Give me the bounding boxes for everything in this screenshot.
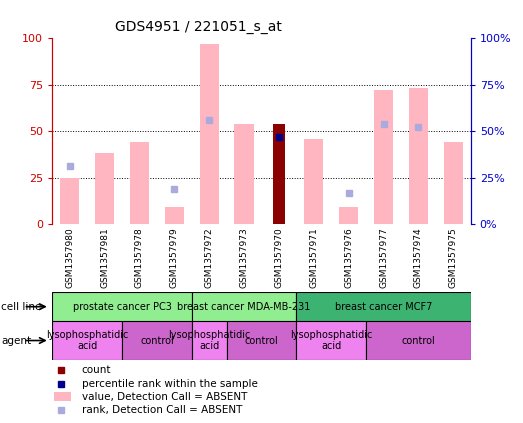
Text: control: control (402, 335, 435, 346)
Text: GSM1357970: GSM1357970 (275, 228, 283, 288)
Bar (273, 124, 285, 224)
Bar (366, 321, 471, 360)
Bar (297, 292, 471, 321)
Bar (226, 321, 297, 360)
Text: prostate cancer PC3: prostate cancer PC3 (73, 302, 172, 312)
Text: GSM1357972: GSM1357972 (204, 228, 214, 288)
Bar (297, 321, 366, 360)
Text: GSM1357974: GSM1357974 (414, 228, 423, 288)
Bar (54, 393, 71, 401)
Bar (165, 207, 184, 224)
Text: control: control (245, 335, 278, 346)
Bar (122, 321, 192, 360)
Text: cell line: cell line (1, 302, 41, 312)
Text: count: count (82, 365, 111, 375)
Bar (52, 292, 192, 321)
Text: GSM1357973: GSM1357973 (240, 228, 248, 288)
Bar (234, 124, 254, 224)
Text: GDS4951 / 221051_s_at: GDS4951 / 221051_s_at (115, 20, 282, 34)
Bar (60, 178, 79, 224)
Bar (95, 154, 114, 224)
Bar (304, 139, 323, 224)
Bar (130, 142, 149, 224)
Text: GSM1357980: GSM1357980 (65, 228, 74, 288)
Text: lysophosphatidic
acid: lysophosphatidic acid (46, 330, 128, 352)
Bar (200, 44, 219, 224)
Text: lysophosphatidic
acid: lysophosphatidic acid (168, 330, 251, 352)
Text: control: control (140, 335, 174, 346)
Bar (192, 321, 226, 360)
Bar (339, 207, 358, 224)
Bar (52, 321, 122, 360)
Bar (409, 88, 428, 224)
Text: GSM1357979: GSM1357979 (170, 228, 179, 288)
Text: rank, Detection Call = ABSENT: rank, Detection Call = ABSENT (82, 405, 242, 415)
Text: value, Detection Call = ABSENT: value, Detection Call = ABSENT (82, 392, 247, 402)
Text: GSM1357981: GSM1357981 (100, 228, 109, 288)
Text: GSM1357978: GSM1357978 (135, 228, 144, 288)
Text: percentile rank within the sample: percentile rank within the sample (82, 379, 257, 389)
Text: GSM1357976: GSM1357976 (344, 228, 353, 288)
Text: lysophosphatidic
acid: lysophosphatidic acid (290, 330, 372, 352)
Text: GSM1357977: GSM1357977 (379, 228, 388, 288)
Text: GSM1357971: GSM1357971 (309, 228, 319, 288)
Bar (444, 142, 463, 224)
Bar (192, 292, 297, 321)
Text: breast cancer MCF7: breast cancer MCF7 (335, 302, 432, 312)
Text: breast cancer MDA-MB-231: breast cancer MDA-MB-231 (177, 302, 311, 312)
Bar (374, 90, 393, 224)
Text: agent: agent (1, 335, 31, 346)
Text: GSM1357975: GSM1357975 (449, 228, 458, 288)
